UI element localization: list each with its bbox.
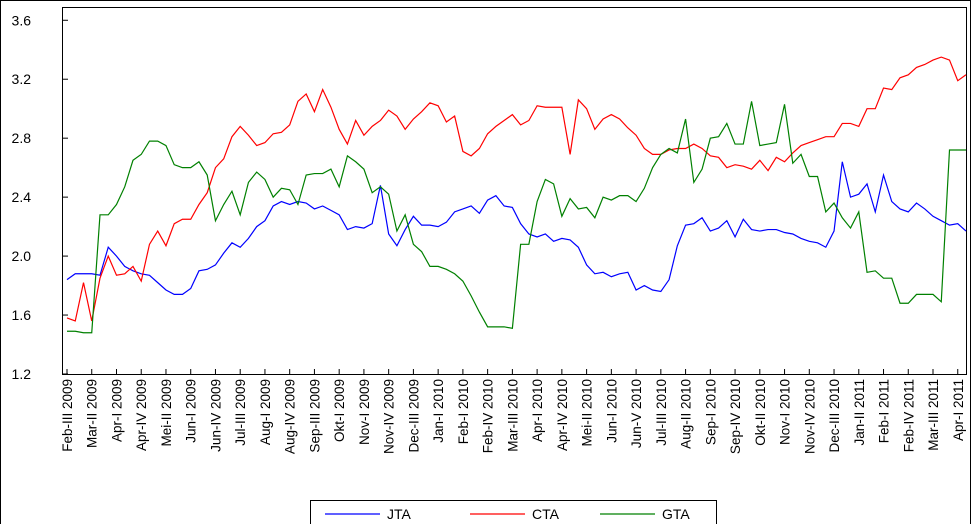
y-tick-label: 3.6: [12, 12, 32, 28]
x-tick-label: Aug-I 2009: [258, 379, 273, 445]
series-line: [67, 101, 966, 334]
x-tick-label: Jul-III 2010: [654, 379, 669, 446]
x-tick-label: Jun-V 2010: [629, 379, 644, 448]
x-tick-label: Apr-I 2011: [951, 379, 966, 441]
x-tick-label: Okt-I 2009: [332, 379, 347, 442]
x-tick-label: Feb-IV 2010: [481, 379, 496, 453]
y-tick-label: 2.4: [12, 189, 32, 205]
x-tick-label: Mar-III 2011: [926, 379, 941, 451]
x-tick-label: Dec-III 2010: [827, 379, 842, 453]
x-tick-label: Apr-I 2009: [109, 379, 124, 442]
x-tick-label: Jun-I 2010: [604, 379, 619, 443]
x-tick-label: Mei-II 2009: [159, 379, 174, 447]
x-tick-label: Apr-IV 2010: [555, 379, 570, 451]
x-tick-label: Mar-II 2009: [85, 379, 100, 448]
x-tick-label: Jan-I 2010: [431, 379, 446, 443]
x-tick-label: Mar-III 2010: [505, 379, 520, 452]
legend-label: CTA: [532, 506, 560, 522]
legend-label: GTA: [662, 506, 690, 522]
x-tick-label: Aug-II 2010: [679, 379, 694, 449]
y-tick-label: 2.0: [12, 248, 32, 264]
x-tick-label: Jun-I 2009: [184, 379, 199, 443]
series-line: [66, 161, 967, 296]
x-tick-label: Feb-I 2011: [877, 379, 892, 443]
x-tick-label: Nov-I 2009: [357, 379, 372, 445]
x-tick-label: Jun-IV 2009: [208, 379, 223, 452]
legend: [310, 500, 717, 529]
legend-label: JTA: [387, 506, 412, 522]
x-tick-label: Nov-I 2010: [778, 379, 793, 445]
y-tick-label: 1.2: [12, 366, 32, 382]
x-tick-label: Feb-IV 2011: [901, 379, 916, 452]
y-tick-label: 3.2: [12, 71, 32, 87]
y-tick-label: 2.8: [12, 130, 32, 146]
x-tick-label: Mei-II 2010: [580, 379, 595, 447]
x-tick-label: Nov-IV 2010: [802, 379, 817, 454]
x-tick-label: Aug-IV 2009: [283, 379, 298, 454]
y-tick-label: 1.6: [12, 307, 32, 323]
x-tick-label: Sep-IV 2010: [728, 379, 743, 454]
x-tick-label: Nov-IV 2009: [382, 379, 397, 454]
x-tick-label: Apr-I 2010: [530, 379, 545, 442]
x-tick-label: Jan-II 2011: [852, 379, 867, 446]
x-tick-label: Sep-I 2010: [703, 379, 718, 445]
plot-frame: [62, 7, 967, 375]
x-tick-label: Sep-III 2009: [307, 379, 322, 453]
x-tick-label: Jul-III 2009: [233, 379, 248, 446]
x-tick-label: Feb-III 2009: [60, 379, 75, 452]
x-tick-label: Feb-I 2010: [456, 379, 471, 444]
x-tick-label: Okt-II 2010: [753, 379, 768, 446]
x-tick-label: Apr-IV 2009: [134, 379, 149, 451]
x-tick-label: Dec-III 2009: [406, 379, 421, 453]
series-line: [66, 56, 967, 322]
